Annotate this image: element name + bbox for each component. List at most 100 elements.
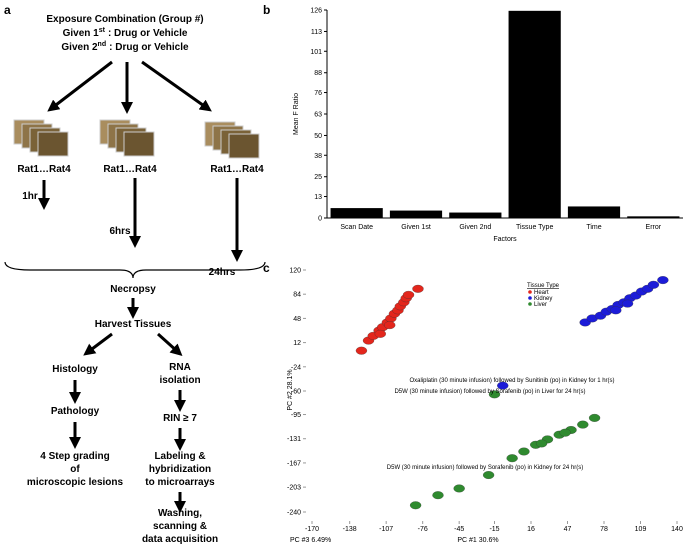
point [588,413,601,422]
arrow [83,332,113,356]
point [577,420,589,429]
legend-label: Kidney [534,296,552,302]
point [384,321,396,330]
rna: isolation [159,375,200,386]
point [402,290,415,299]
point [488,390,501,399]
labeling: hybridization [149,464,211,475]
sup: st [99,27,106,34]
x-tick-label: -138 [343,526,357,533]
legend-swatch [528,302,532,306]
y-tick-label: 101 [310,49,322,56]
y-tick-label: 0 [318,216,322,223]
arrow [156,332,183,357]
point [506,454,518,463]
washing: data acquisition [142,534,218,545]
x-tick-label: -76 [418,526,428,533]
panel-label: c [263,261,270,275]
grading: of [70,464,80,475]
point [482,471,495,479]
x-tick-label: -45 [454,526,464,533]
y-tick-label: 48 [293,316,301,323]
x-axis-label: PC #1 30.6% [457,537,498,544]
y-tick-label: -203 [287,485,301,492]
point [657,276,669,285]
sup: nd [98,41,107,48]
time: 1hr [22,191,38,202]
point [610,306,622,315]
rna: RNA [169,362,191,373]
labeling: to microarrays [145,477,215,488]
annotation: D5W (30 minute infusion) followed by Sor… [394,389,585,395]
y-tick-label: 76 [314,90,322,97]
rats: Rat1…Rat4 [103,164,157,175]
point [497,381,509,390]
x-tick-label: Time [586,224,601,231]
arrow [141,60,212,112]
text: Given 2 [61,42,98,53]
point [621,299,634,308]
title: Exposure Combination (Group #) [46,14,203,25]
legend-label: Heart [534,290,549,296]
y-tick-label: 126 [310,8,322,15]
y-tick-label: 13 [314,194,322,201]
rat-images [13,119,260,159]
point [518,447,530,456]
washing: scanning & [153,521,207,532]
point [374,329,386,338]
y-tick-label: 84 [293,292,301,299]
y-tick-label: -131 [287,436,301,443]
x-tick-label: Error [646,224,662,231]
x-tick-label: 78 [600,526,608,533]
text: : Drug or Vehicle [109,42,189,53]
bar [330,208,383,218]
x-tick-label: Given 2nd [459,224,491,231]
panel-label: b [263,3,270,17]
y-tick-label: 50 [314,133,322,140]
rats: Rat1…Rat4 [17,164,71,175]
y-tick-label: 113 [311,29,322,36]
bar [567,206,621,218]
legend-swatch [528,296,532,300]
x-axis-label: Factors [493,236,517,243]
x-tick-label: 47 [564,526,572,533]
y-tick-label: 63 [314,112,322,119]
histology: Histology [52,364,98,375]
y-tick-label: -240 [287,510,301,517]
y-tick-label: 25 [314,174,322,181]
given-1: Given 1st: Drug or Vehicle [63,27,188,39]
y-tick-label: -60 [291,389,301,396]
arrow [47,60,113,112]
grading: 4 Step grading [40,451,109,462]
legend-title: Tissue Type [527,283,560,289]
y-tick-label: -95 [291,412,301,419]
point [409,501,422,510]
x-tick-label: 140 [671,526,683,533]
rin: RIN ≥ 7 [163,413,197,424]
point [647,280,660,289]
y-axis-label: Mean F Ratio [293,93,300,135]
washing: Washing, [158,508,202,519]
time: 24hrs [209,267,236,278]
y-tick-label: 12 [293,340,301,347]
point [535,439,548,448]
text: : Drug or Vehicle [108,28,188,39]
bar [508,10,561,219]
x-tick-label: 109 [635,526,647,533]
y-tick-label: -24 [291,364,301,371]
y-tick-label: 38 [314,153,322,160]
y-tick-label: -167 [287,460,301,467]
point [453,484,465,493]
brace [4,261,266,279]
point [559,428,571,437]
x-tick-label: -107 [379,526,393,533]
annotation: Oxaliplatin (30 minute infusion) followe… [409,378,614,384]
pathology: Pathology [51,406,100,417]
panel-label: a [4,3,11,17]
bar [449,212,502,218]
x-tick-label: Given 1st [401,224,431,231]
labeling: Labeling & [154,451,205,462]
text: Given 1 [63,28,100,39]
y-axis-label: PC #2 28.1% [287,369,294,410]
